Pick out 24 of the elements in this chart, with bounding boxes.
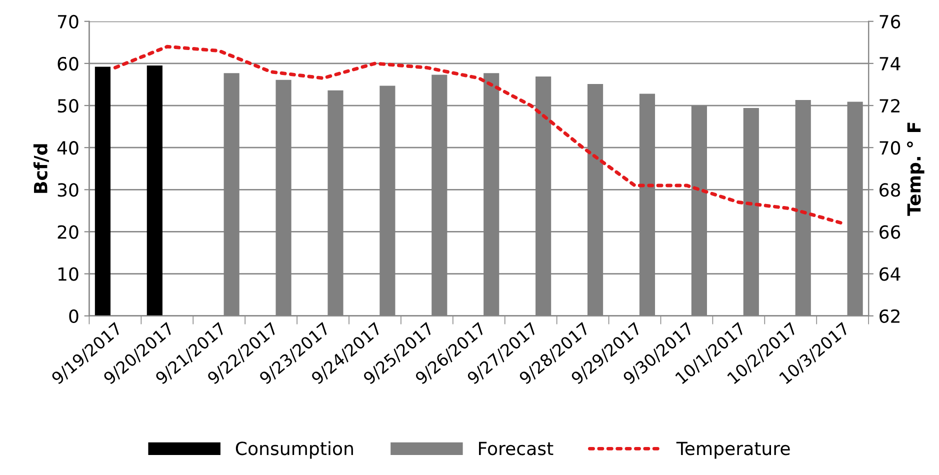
y-axis-title: Bcf/d [33, 144, 49, 193]
y2-tick-label: 74 [880, 57, 900, 70]
line-series [113, 44, 844, 226]
y-tick-label: 10 [58, 267, 78, 281]
y-tick-label: 50 [58, 98, 78, 113]
bar [146, 66, 162, 316]
y-tick-label: 70 [58, 14, 78, 28]
y-tick-label: 20 [58, 225, 78, 239]
y-tick-label: 60 [58, 56, 78, 71]
y-tick-label: 0 [69, 309, 78, 323]
y-tick-label: 40 [57, 141, 78, 155]
legend-label: Temperature [676, 442, 790, 459]
legend-label: Consumption [236, 441, 353, 459]
legend-label: Forecast [479, 442, 554, 456]
y2-tick-label: 62 [880, 309, 900, 323]
bar [94, 66, 111, 316]
y2-tick-label: 68 [880, 183, 900, 197]
y2-tick-label: 76 [880, 14, 900, 28]
y2-tick-label: 72 [880, 98, 900, 112]
y2-tick-label: 64 [880, 267, 900, 281]
y2-tick-label: 66 [880, 225, 900, 239]
y2-axis-title: Temp. ° F [907, 122, 924, 216]
y-tick-label: 30 [58, 183, 78, 197]
y2-tick-label: 70 [880, 141, 900, 155]
